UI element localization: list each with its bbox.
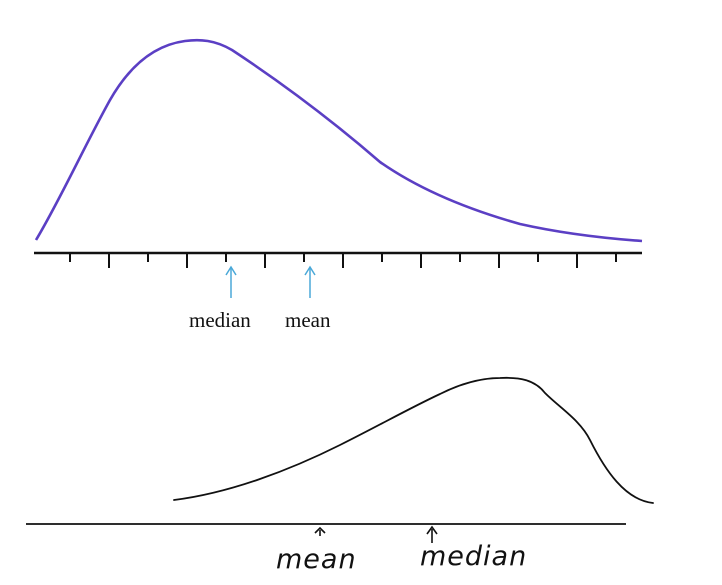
axis-ticks — [69, 253, 617, 268]
median-hand-arrow — [426, 525, 438, 543]
hand-mean-label: mean — [276, 544, 357, 575]
mean-arrow — [304, 265, 316, 298]
left-skewed-curve — [173, 376, 654, 504]
median-arrow — [225, 265, 237, 298]
right-skewed-curve — [34, 38, 643, 243]
left-skewed-panel: mean median — [26, 376, 654, 575]
hand-median-label: median — [420, 541, 527, 572]
right-skewed-panel: median mean — [34, 38, 643, 332]
mean-hand-arrow — [314, 526, 326, 536]
median-label: median — [189, 308, 251, 332]
mean-label: mean — [285, 308, 331, 332]
